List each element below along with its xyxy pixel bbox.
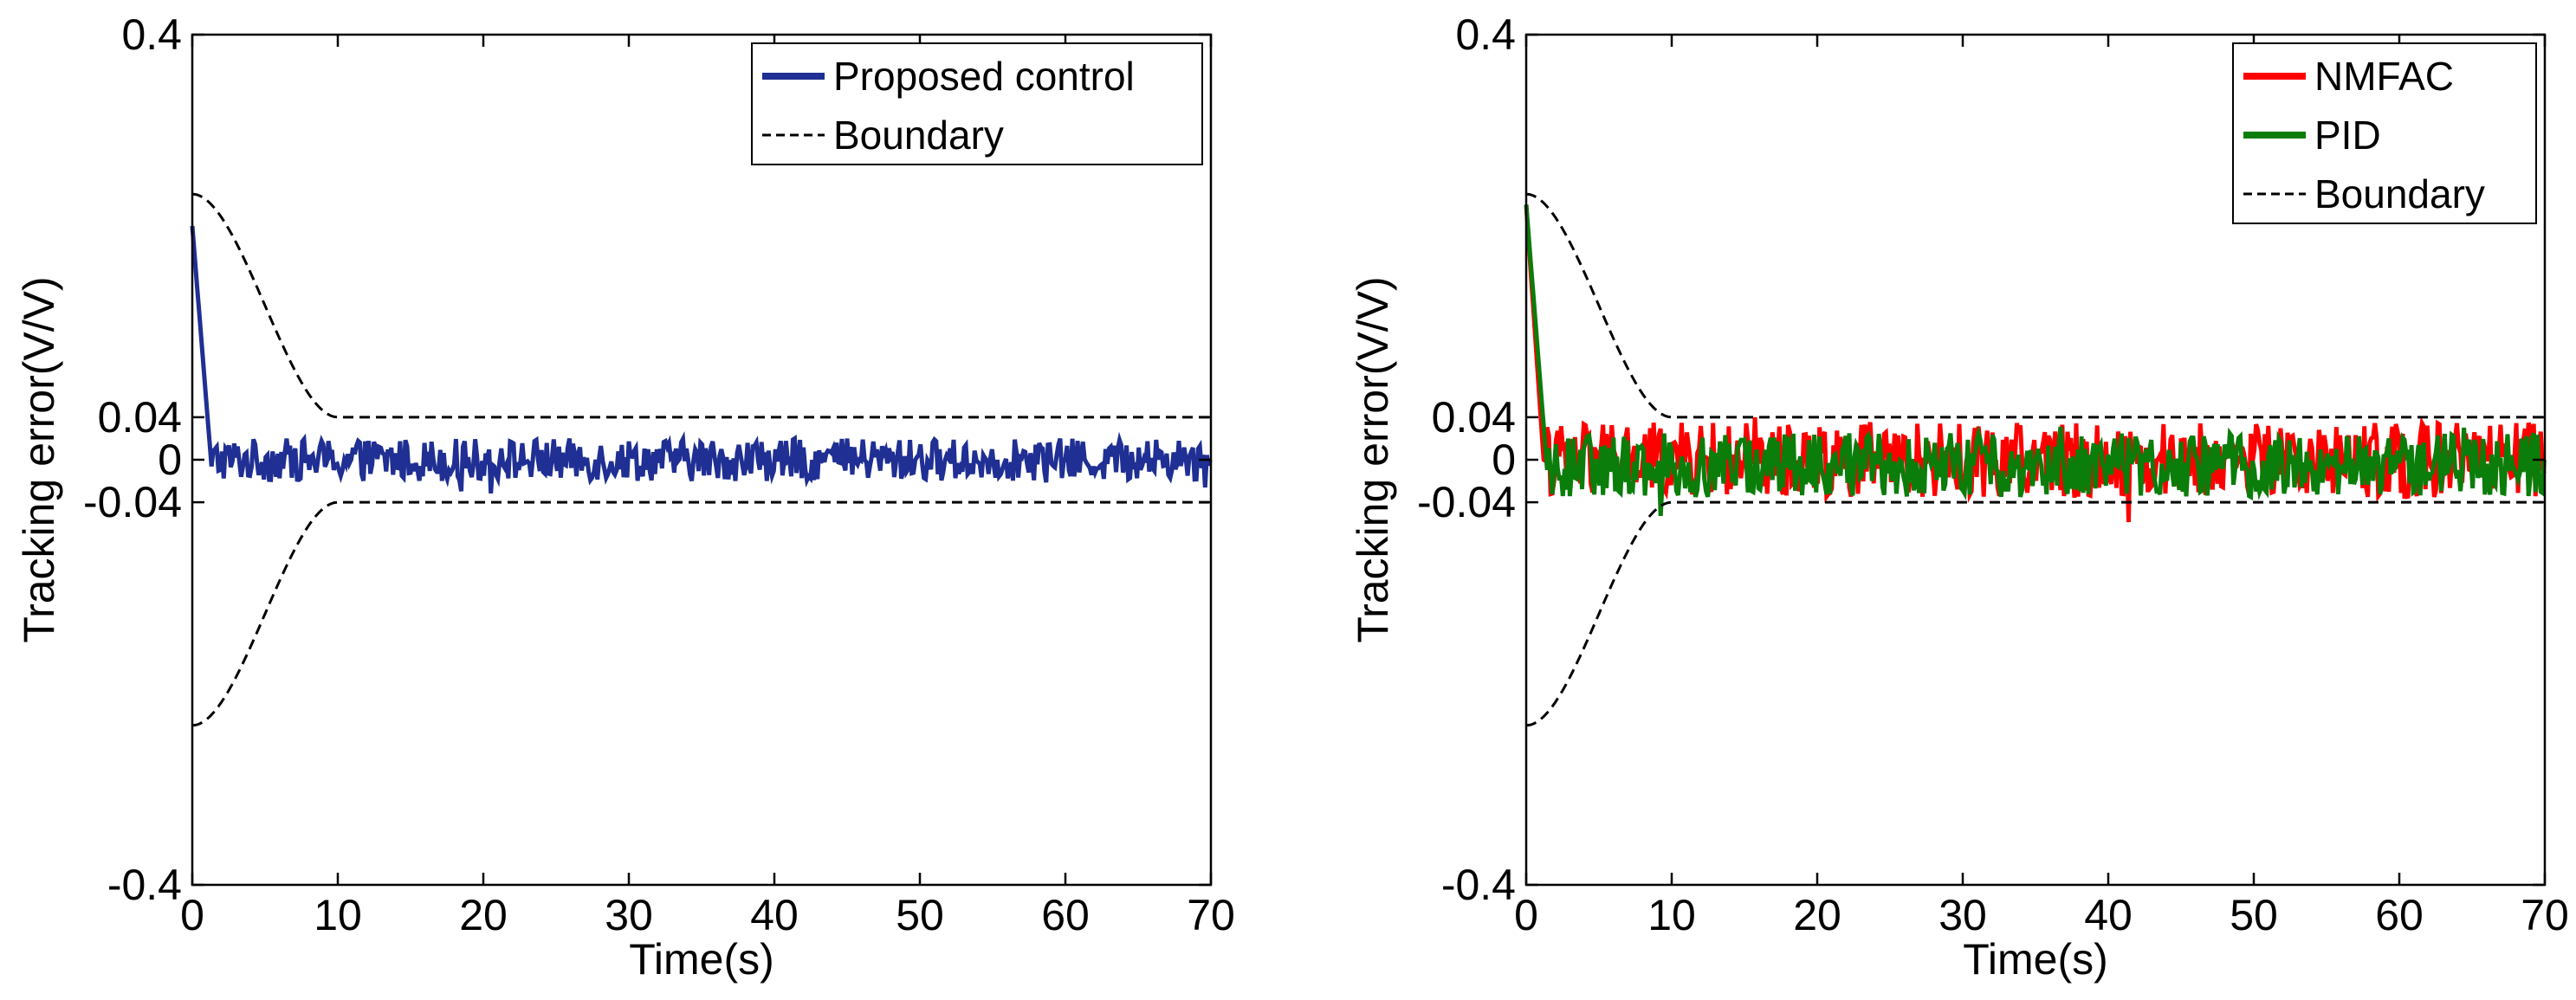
chart-right-ylabel: Tracking error(V/V) — [1349, 276, 1397, 642]
chart-right-legend-label-pid: PID — [2314, 113, 2381, 158]
chart-left-legend-box — [751, 42, 1203, 165]
chart-right-xtick-label: 10 — [1647, 891, 1696, 939]
chart-left-ylabel: Tracking error(V/V) — [15, 276, 63, 642]
chart-right-xtick-label: 20 — [1793, 891, 1841, 939]
chart-right-boundary-upper — [1525, 192, 2545, 419]
chart-left-xtick-label: 20 — [459, 891, 508, 939]
chart-left-xtick-label: 10 — [314, 891, 362, 939]
chart-left-series-layer — [190, 225, 1213, 494]
chart-right-xtick-label: 60 — [2375, 891, 2424, 939]
chart-right-boundary-lower — [1525, 500, 2545, 727]
chart-left-ytick-label: 0.4 — [121, 10, 182, 59]
chart-left-xtick-label: 60 — [1041, 891, 1090, 939]
chart-left-boundary-lower — [191, 500, 1211, 727]
chart-right-boundary-layer — [1525, 192, 2545, 727]
chart-right-series-pid — [1524, 204, 2547, 517]
chart-left-legend-label-proposed: Proposed control — [833, 54, 1135, 99]
chart-right-ytick-label: 0 — [1492, 435, 1516, 484]
chart-right-xtick-label: 0 — [1514, 891, 1538, 939]
chart-right-xtick-label: 40 — [2084, 891, 2133, 939]
chart-left-xtick-label: 50 — [896, 891, 944, 939]
chart-left-boundary-layer — [191, 192, 1211, 727]
chart-left-ytick-label: 0 — [158, 435, 182, 484]
chart-left-xtick-label: 0 — [180, 891, 204, 939]
chart-right-ytick-label: 0.04 — [1432, 393, 1516, 442]
chart-left-ytick-label: -0.04 — [83, 478, 182, 526]
chart-right-xlabel: Time(s) — [1963, 935, 2108, 984]
chart-right-series-layer — [1524, 204, 2547, 523]
chart-left-legend: Proposed control Boundary — [751, 42, 1203, 165]
chart-left-series-proposed-control — [190, 225, 1213, 494]
chart-left-ytick-label: 0.04 — [98, 393, 182, 442]
chart-left-xtick-label: 70 — [1187, 891, 1235, 939]
chart-left-xlabel: Time(s) — [629, 935, 774, 984]
chart-right-ytick-label: -0.04 — [1417, 478, 1516, 526]
chart-left-ytick-label: -0.4 — [107, 861, 182, 909]
chart-right-xtick-label: 70 — [2521, 891, 2569, 939]
chart-left-xtick-label: 40 — [750, 891, 799, 939]
chart-right-legend-label-boundary: Boundary — [2314, 171, 2485, 216]
chart-right-legend: NMFAC PID Boundary — [2232, 42, 2537, 224]
chart-right-xtick-label: 30 — [1938, 891, 1987, 939]
chart-right-ytick-label: 0.4 — [1455, 10, 1516, 59]
chart-left-xtick-label: 30 — [605, 891, 653, 939]
chart-right-ytick-label: -0.4 — [1441, 861, 1516, 909]
chart-right-legend-label-nmfac: NMFAC — [2314, 54, 2454, 99]
chart-left-boundary-upper — [191, 192, 1211, 419]
chart-right-xtick-label: 50 — [2230, 891, 2278, 939]
chart-left-legend-label-boundary: Boundary — [833, 113, 1004, 158]
